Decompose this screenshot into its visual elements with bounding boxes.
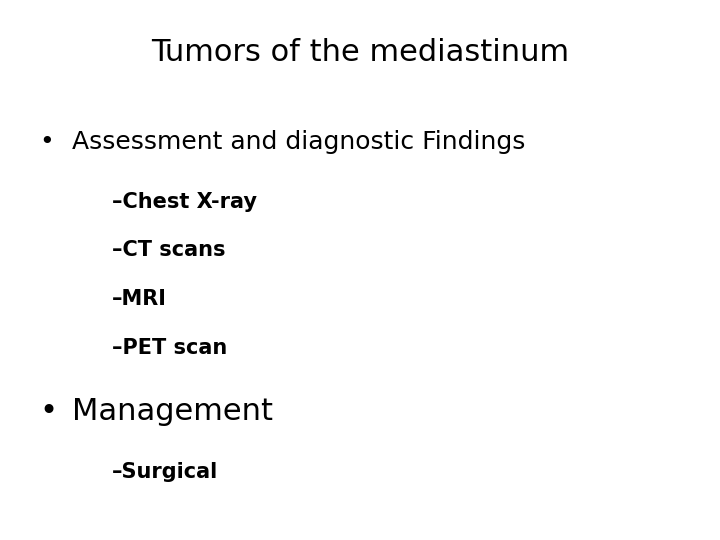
Text: Assessment and diagnostic Findings: Assessment and diagnostic Findings — [72, 130, 526, 153]
Text: Management: Management — [72, 397, 273, 426]
Text: Tumors of the mediastinum: Tumors of the mediastinum — [151, 38, 569, 67]
Text: –PET scan: –PET scan — [112, 338, 227, 357]
Text: –CT scans: –CT scans — [112, 240, 225, 260]
Text: •: • — [40, 397, 58, 426]
Text: –Chest X-ray: –Chest X-ray — [112, 192, 256, 212]
Text: –Surgical: –Surgical — [112, 462, 218, 482]
Text: •: • — [40, 130, 54, 153]
Text: –MRI: –MRI — [112, 289, 166, 309]
